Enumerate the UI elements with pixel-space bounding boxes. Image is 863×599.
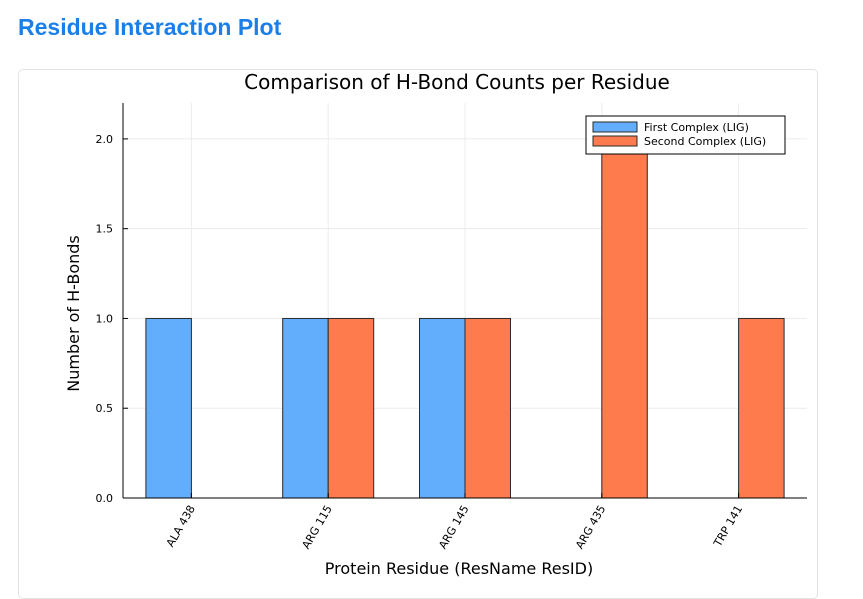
legend-swatch-second [592,135,638,147]
bar-second-3 [601,138,648,499]
bar-second-1 [327,317,375,499]
y-tick-label: 1.5 [96,223,114,236]
legend: First Complex (LIG)Second Complex (LIG) [585,115,786,155]
bar-first-0 [145,317,192,499]
x-tick-label: ALA 438 [164,503,198,549]
bar-first-2 [419,317,466,499]
legend-label-second: Second Complex (LIG) [644,135,766,148]
bar-first-1 [282,317,329,499]
x-tick-label: ARG 145 [436,503,471,551]
chart-title: Comparison of H-Bond Counts per Residue [244,70,670,94]
y-tick-label: 0.0 [96,492,114,505]
bar-second-2 [464,317,511,499]
legend-swatch-first [592,121,638,133]
x-axis-label: Protein Residue (ResName ResID) [325,559,593,578]
page-title: Residue Interaction Plot [18,14,282,40]
x-tick-label: ARG 115 [299,503,334,551]
hbond-bar-chart: 0.0 0.5 1.0 1.5 2.0 ALA 438 ARG 115 ARG 145 ARG … [64,70,807,578]
y-tick-label: 0.5 [96,402,114,415]
y-axis-label: Number of H-Bonds [64,235,83,392]
chart-card: 0.0 0.5 1.0 1.5 2.0 ALA 438 ARG 115 ARG 145 ARG … [18,69,818,599]
legend-label-first: First Complex (LIG) [644,121,749,134]
x-tick-label: TRP 141 [711,503,746,550]
y-tick-label: 2.0 [96,133,114,146]
x-tick-label: ARG 435 [573,503,608,551]
bar-second-4 [738,317,785,499]
y-tick-label: 1.0 [96,312,114,325]
